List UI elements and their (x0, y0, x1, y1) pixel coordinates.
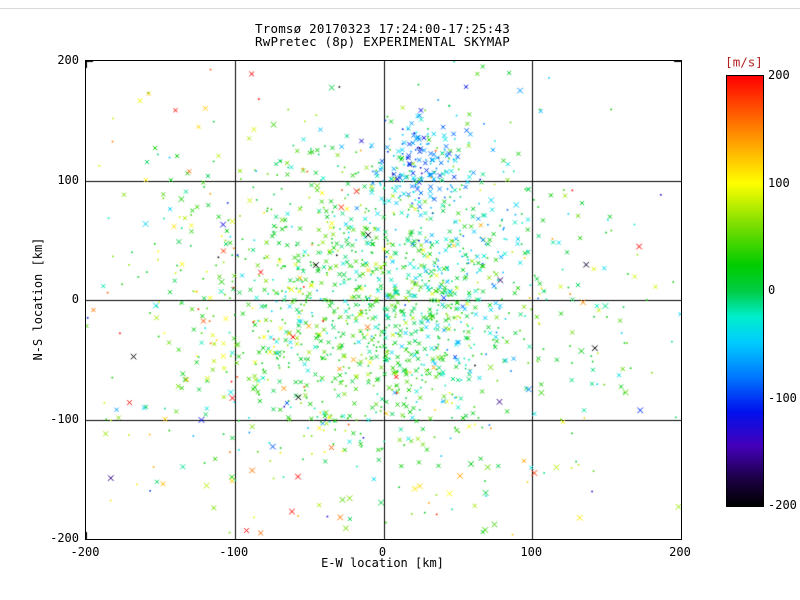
chart-title: Tromsø 20170323 17:24:00-17:25:43 (255, 21, 510, 36)
x-tick-label: 200 (669, 545, 691, 559)
scatter-canvas (86, 61, 681, 539)
colorbar-tick-label: -200 (768, 498, 797, 512)
colorbar-tick-label: 100 (768, 175, 790, 190)
y-tick-label: 100 (57, 172, 79, 187)
colorbar (726, 75, 764, 507)
y-tick-label: 200 (57, 53, 79, 67)
y-tick-label: -100 (50, 411, 79, 426)
colorbar-tick-label: 0 (768, 283, 776, 297)
colorbar-tick-label: -100 (768, 390, 797, 405)
colorbar-tick-label: 200 (768, 68, 790, 82)
x-tick-label: -200 (70, 545, 100, 559)
plot-area (85, 60, 682, 540)
x-tick-label: -100 (219, 545, 249, 559)
colorbar-unit-label: [m/s] (725, 54, 763, 70)
chart-subtitle: RwPretec (8p) EXPERIMENTAL SKYMAP (255, 34, 510, 49)
x-tick-label: 100 (520, 545, 543, 559)
x-axis-label: E-W location [km] (321, 556, 444, 570)
y-tick-label: -200 (50, 531, 79, 545)
window-divider (0, 8, 800, 9)
y-tick-label: 0 (71, 292, 79, 306)
x-tick-label: 0 (378, 545, 387, 559)
